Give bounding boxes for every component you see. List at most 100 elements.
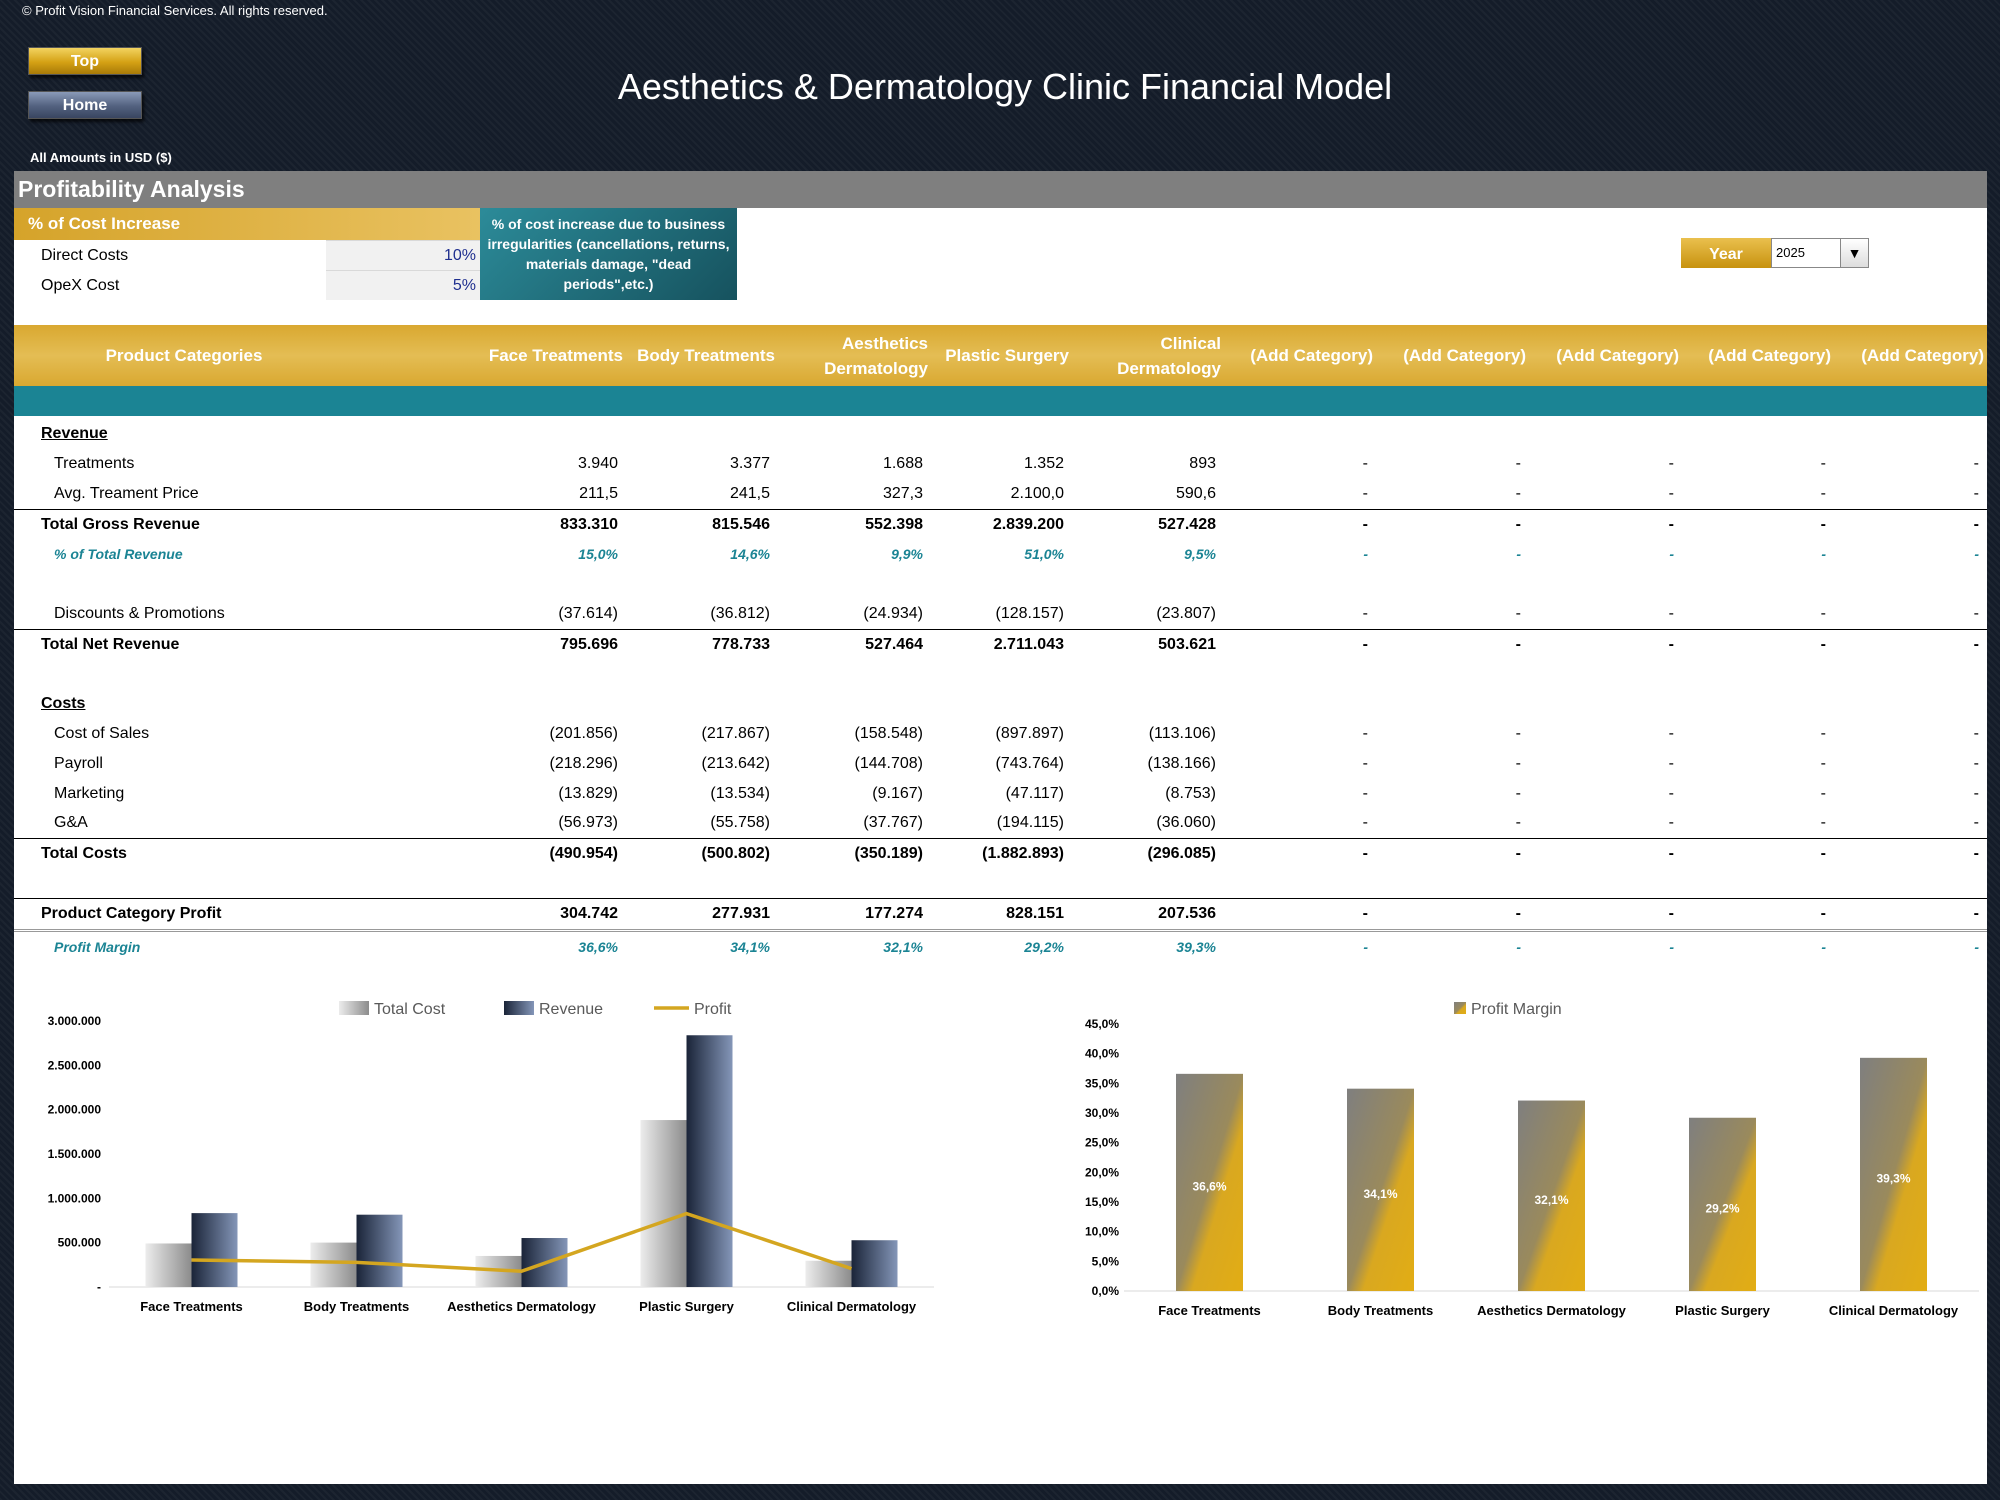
opex-cost-row: OpeX Cost 5%	[14, 270, 480, 300]
total-cost-bar	[145, 1243, 192, 1287]
table-cell: 207.536	[1158, 905, 1216, 922]
column-header: Plastic Surgery	[945, 346, 1069, 365]
profit-margin-bar	[1860, 1057, 1927, 1291]
table-cell: 3.377	[729, 455, 770, 472]
table-cell: 15,0%	[578, 546, 618, 562]
table-cell: -	[1668, 485, 1674, 502]
table-cell: -	[1820, 725, 1826, 742]
table-cell: -	[1821, 939, 1826, 955]
table-row: Product Category Profit 304.742 277.931 177…	[14, 898, 1987, 928]
table-cell: (217.867)	[701, 725, 771, 742]
x-tick-label: Plastic Surgery	[639, 1299, 734, 1314]
y-tick-label: 25,0%	[1085, 1136, 1119, 1150]
table-cell: (296.085)	[1147, 845, 1217, 862]
cost-increase-header: % of Cost Increase	[14, 208, 480, 240]
table-cell: 177.274	[865, 905, 923, 922]
legend-swatch-total-cost	[339, 1001, 369, 1015]
table-cell: -	[1668, 814, 1674, 831]
table-cell: -	[1820, 636, 1826, 653]
table-cell: (350.189)	[854, 845, 924, 862]
row-label: Marketing	[54, 785, 125, 802]
x-tick-label: Clinical Dermatology	[1829, 1303, 1959, 1318]
row-label: Avg. Treament Price	[54, 485, 199, 502]
table-cell: -	[1669, 546, 1674, 562]
home-button[interactable]: Home	[28, 91, 142, 119]
y-tick-label: 35,0%	[1085, 1076, 1119, 1090]
table-cell: (158.548)	[854, 725, 924, 742]
table-cell: (9.167)	[872, 785, 923, 802]
table-cell: -	[1362, 636, 1368, 653]
legend-total-cost: Total Cost	[374, 1001, 446, 1018]
table-cell: 1.352	[1023, 455, 1064, 472]
charts-area: - 500.000 1.000.000 1.500.000 2.000.000 2.500…	[14, 991, 1987, 1481]
table-cell: -	[1515, 785, 1521, 802]
table-cell: -	[1516, 939, 1521, 955]
table-cell: 3.940	[577, 455, 618, 472]
table-cell: -	[1516, 546, 1521, 562]
table-cell: -	[1973, 455, 1979, 472]
table-cell: 9,5%	[1184, 546, 1216, 562]
table-row: Total Costs (490.954) (500.802) (350.189) (1…	[14, 838, 1987, 868]
chevron-down-icon[interactable]: ▼	[1840, 239, 1868, 267]
table-cell: 327,3	[882, 485, 923, 502]
row-label: Treatments	[54, 455, 135, 472]
y-tick-label: 10,0%	[1085, 1225, 1119, 1239]
table-cell: -	[1515, 814, 1521, 831]
table-cell: -	[1668, 845, 1674, 862]
profit-margin-chart: 0,0% 5,0% 10,0% 15,0% 20,0% 25,0% 30,0% 35,0% 40…	[1085, 1001, 1979, 1318]
table-cell: 893	[1189, 455, 1216, 472]
row-label: G&A	[54, 814, 88, 831]
row-label: Total Gross Revenue	[41, 516, 200, 533]
table-cell: 2.711.043	[993, 636, 1064, 653]
legend-swatch-profit-margin	[1454, 1002, 1466, 1014]
y-tick-label: 5,0%	[1092, 1254, 1120, 1268]
opex-cost-input[interactable]: 5%	[326, 270, 480, 300]
y-tick-label: 30,0%	[1085, 1106, 1119, 1120]
table-cell: -	[1515, 725, 1521, 742]
data-label: 36,6%	[1192, 1179, 1226, 1193]
category-header-label: Product Categories	[105, 346, 263, 365]
table-cell: -	[1515, 845, 1521, 862]
table-cell: 32,1%	[883, 939, 923, 955]
revenue-bar	[191, 1213, 238, 1287]
row-label: Revenue	[41, 425, 108, 442]
year-dropdown[interactable]: 2025 ▼	[1771, 238, 1869, 268]
table-cell: -	[1362, 845, 1368, 862]
row-label: Cost of Sales	[54, 725, 150, 742]
table-row: G&A (56.973) (55.758) (37.767) (194.115) (36.…	[14, 808, 1987, 838]
column-header: (Add Category)	[1556, 346, 1679, 365]
profit-margin-bar	[1347, 1088, 1414, 1291]
table-row: Payroll (218.296) (213.642) (144.708) (743.7…	[14, 749, 1987, 779]
direct-costs-label: Direct Costs	[41, 247, 129, 264]
direct-costs-input[interactable]: 10%	[326, 240, 480, 270]
x-tick-label: Body Treatments	[1328, 1303, 1433, 1318]
table-cell: 503.621	[1158, 636, 1216, 653]
data-label: 29,2%	[1705, 1201, 1739, 1215]
column-header: Body Treatments	[637, 346, 775, 365]
table-cell: (113.106)	[1148, 725, 1216, 742]
table-cell: -	[1362, 905, 1368, 922]
table-cell: (36.060)	[1156, 814, 1216, 831]
row-label: Costs	[41, 695, 86, 712]
table-cell: -	[1820, 455, 1826, 472]
row-label: Total Costs	[41, 845, 127, 862]
x-tick-label: Plastic Surgery	[1675, 1303, 1770, 1318]
top-button[interactable]: Top	[28, 47, 142, 75]
table-cell: (13.829)	[558, 785, 618, 802]
table-cell: -	[1973, 636, 1979, 653]
total-cost-bar	[640, 1120, 687, 1287]
table-cell: 815.546	[712, 516, 770, 533]
total-cost-bar	[310, 1242, 357, 1287]
table-cell: -	[1668, 785, 1674, 802]
y-tick-label: -	[97, 1280, 101, 1294]
x-tick-label: Aesthetics Dermatology	[1477, 1303, 1627, 1318]
y-tick-label: 500.000	[58, 1236, 102, 1250]
table-cell: 833.310	[560, 516, 618, 533]
table-cell: (194.115)	[996, 814, 1064, 831]
y-tick-label: 1.000.000	[48, 1191, 102, 1205]
table-cell: -	[1363, 546, 1368, 562]
table-cell: (1.882.893)	[982, 845, 1064, 862]
table-cell: (24.934)	[863, 605, 923, 622]
table-cell: -	[1973, 785, 1979, 802]
table-cell: -	[1668, 455, 1674, 472]
